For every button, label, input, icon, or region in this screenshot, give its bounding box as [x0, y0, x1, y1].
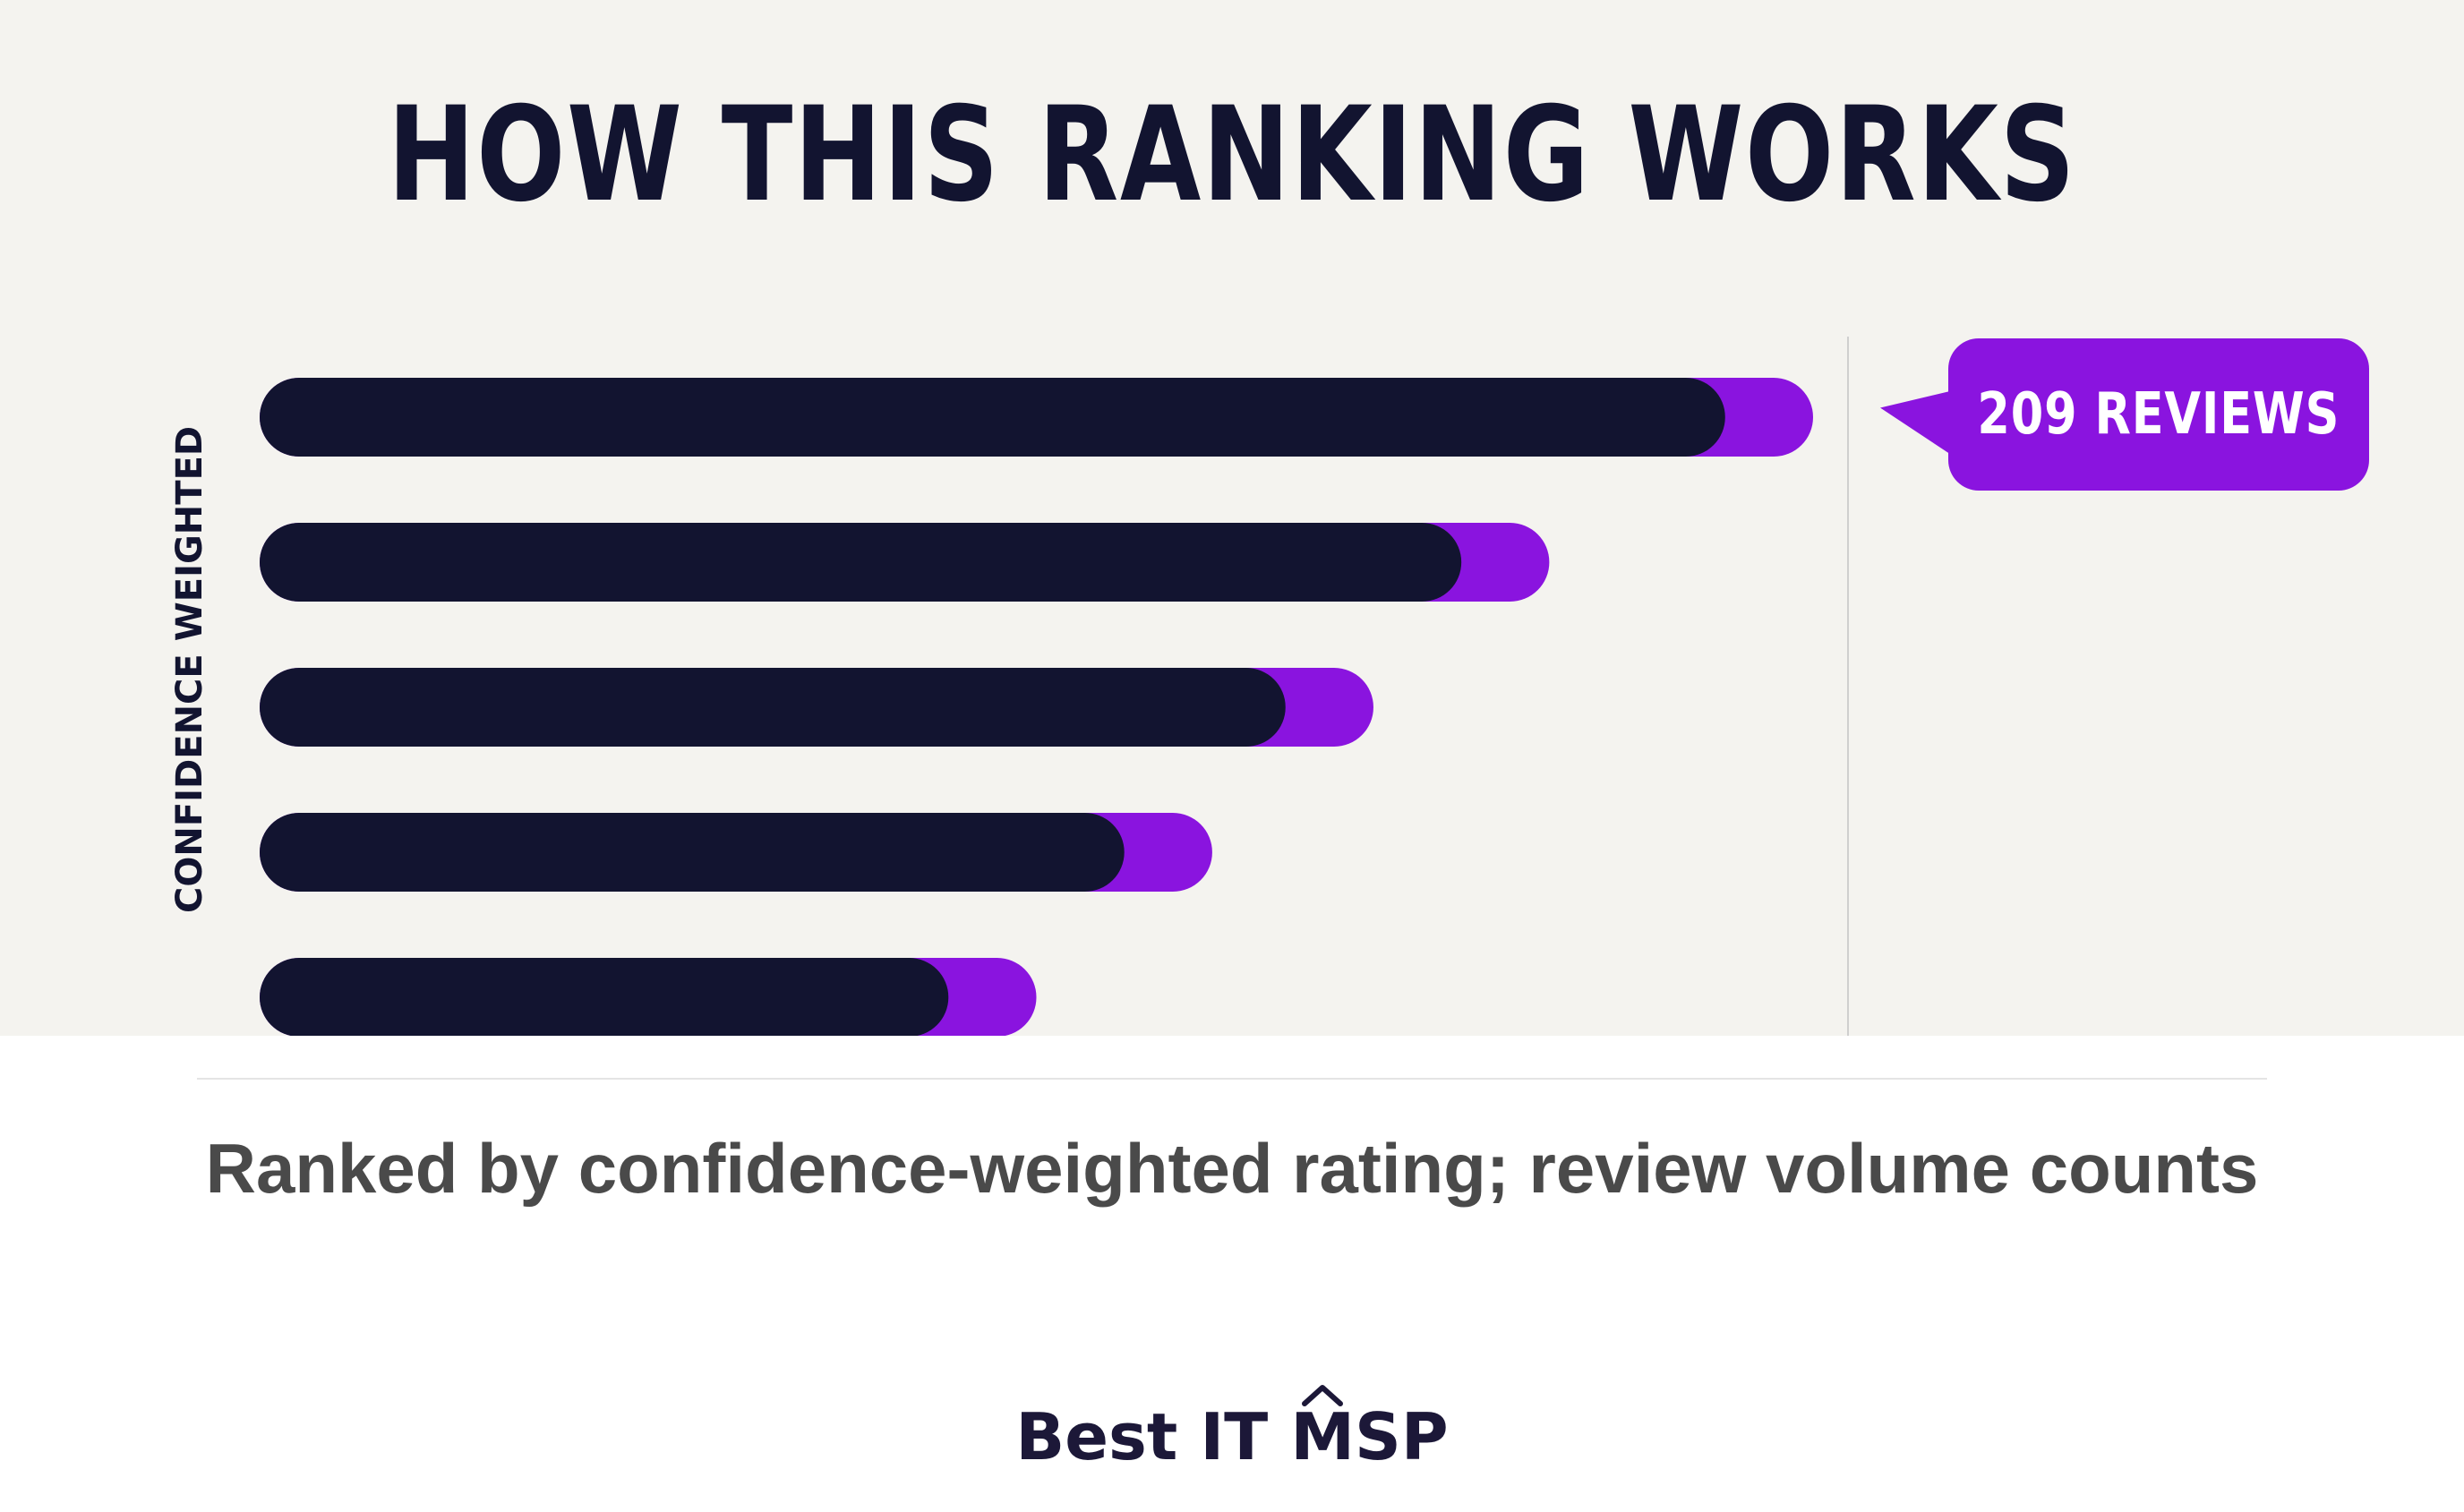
page-title: HOW THIS RANKING WORKS	[387, 79, 2077, 231]
callout-text: 209 REVIEWS	[1977, 381, 2340, 448]
bar-chart	[260, 337, 1849, 1036]
y-axis-label: CONFIDENCE WEIGHTED	[169, 425, 210, 913]
caret-up-icon	[1302, 1385, 1344, 1406]
brand-name: Best IT MSP	[1015, 1399, 1449, 1474]
bar-2	[260, 523, 1462, 602]
bar-1	[260, 378, 1725, 457]
bar-4	[260, 813, 1125, 892]
bar-3	[260, 668, 1286, 747]
section-divider	[197, 1078, 2267, 1080]
ranking-caption: Ranked by confidence-weighted rating; re…	[205, 1129, 2259, 1208]
reviews-callout: 209 REVIEWS	[1948, 338, 2369, 491]
brand-logo: Best IT MSP	[0, 1385, 2464, 1477]
bar-5	[260, 958, 949, 1036]
